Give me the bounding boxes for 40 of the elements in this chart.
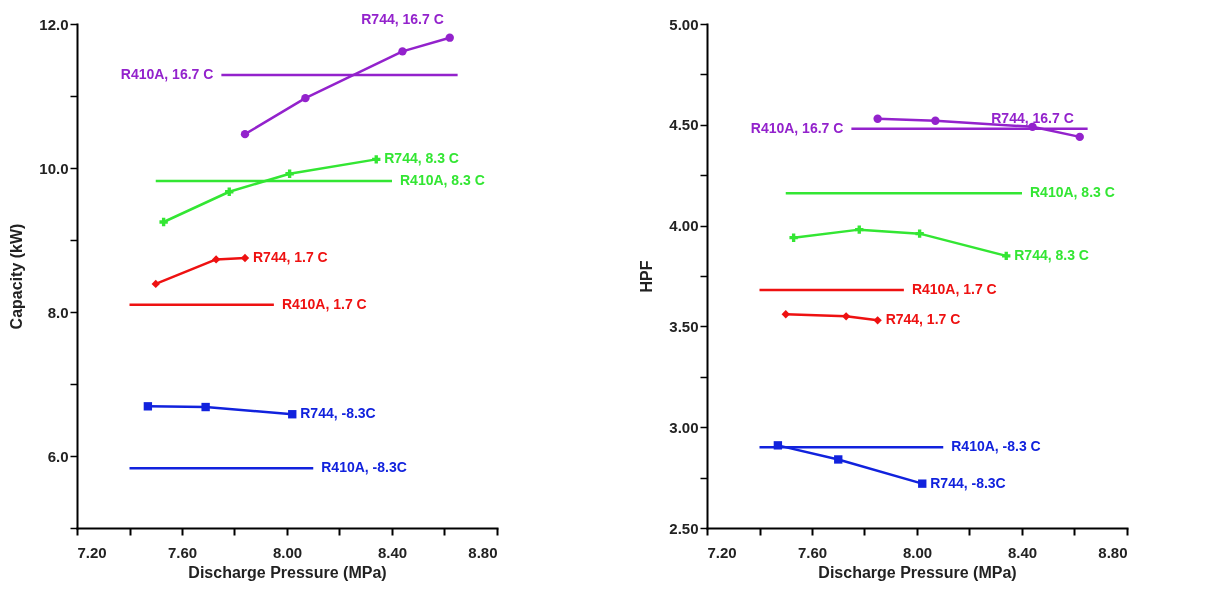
x-axis-title: Discharge Pressure (MPa): [818, 563, 1017, 581]
series-label: R744, 16.7 C: [991, 109, 1074, 126]
y-tick-label: 5.00: [669, 15, 699, 33]
series-label: R744, 8.3 C: [384, 150, 459, 167]
series-label: R744, 8.3 C: [1014, 246, 1089, 263]
y-tick-label: 12.0: [39, 15, 69, 33]
x-tick-label: 8.40: [1007, 543, 1038, 561]
y-tick-label: 3.50: [669, 317, 699, 335]
series-label: R410A, 1.7 C: [911, 281, 997, 298]
series-label: R410A, -8.3 C: [951, 438, 1041, 455]
series-label: R744, 1.7 C: [253, 249, 328, 265]
x-tick-label: 8.80: [1098, 543, 1128, 561]
y-tick-label: 4.50: [669, 116, 699, 134]
y-axis-title: Capacity (kW): [8, 223, 26, 330]
x-tick-label: 7.20: [77, 543, 107, 561]
x-tick-label: 7.20: [707, 543, 737, 561]
series-label: R744, -8.3C: [300, 405, 376, 422]
x-tick-label: 7.60: [167, 543, 198, 561]
x-tick-label: 8.00: [902, 543, 933, 561]
y-tick-label: 2.50: [669, 519, 699, 537]
y-tick-label: 3.00: [669, 418, 699, 436]
y-tick-label: 4.00: [669, 217, 699, 235]
y-tick-label: 6.0: [47, 447, 69, 465]
series-label: R744, 1.7 C: [885, 311, 961, 328]
series-label: R410A, -8.3C: [321, 459, 407, 476]
series-label: R410A, 8.3 C: [400, 171, 485, 188]
y-axis-title: HPF: [638, 260, 656, 293]
x-tick-label: 7.60: [797, 543, 828, 561]
x-tick-label: 8.00: [272, 543, 303, 561]
series-label: R410A, 1.7 C: [281, 295, 367, 312]
y-tick-label: 10.0: [39, 159, 69, 177]
series-label: R744, 16.7 C: [361, 10, 444, 27]
x-axis-title: Discharge Pressure (MPa): [188, 563, 387, 581]
x-tick-label: 8.80: [468, 543, 498, 561]
series-label: R410A, 8.3 C: [1030, 184, 1115, 201]
x-tick-label: 8.40: [377, 543, 408, 561]
series-label: R744, -8.3C: [930, 474, 1006, 491]
series-label: R410A, 16.7 C: [120, 66, 214, 83]
y-tick-label: 8.0: [47, 303, 69, 321]
series-label: R410A, 16.7 C: [750, 119, 844, 136]
